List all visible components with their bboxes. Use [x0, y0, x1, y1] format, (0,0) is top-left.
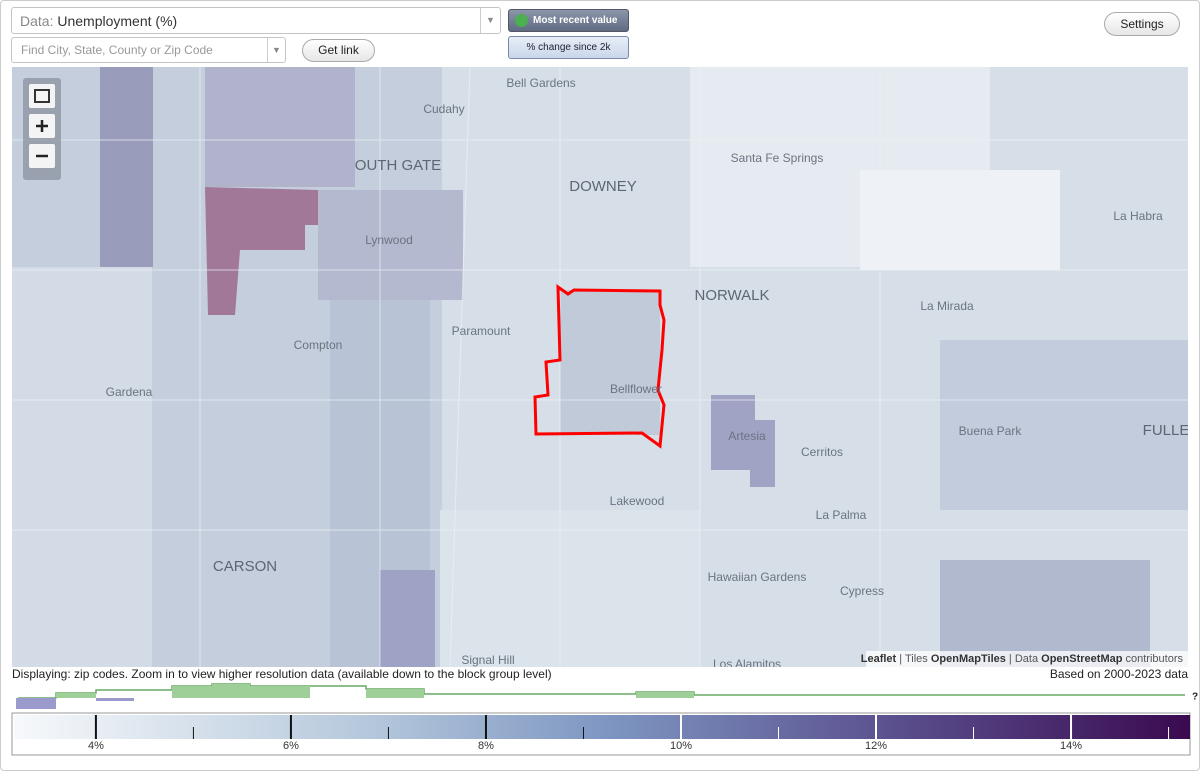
place-label: Buena Park — [959, 424, 1023, 438]
attr-text: Tiles — [905, 653, 928, 665]
place-label: La Habra — [1113, 209, 1163, 223]
legend-gradient — [14, 715, 1190, 739]
dropdown-arrow: ▼ — [480, 8, 500, 33]
place-label: Cudahy — [423, 102, 464, 116]
place-label: FULLE — [1143, 422, 1190, 439]
toggle-most-recent[interactable]: Most recent value — [508, 9, 629, 32]
dropdown-arrow: ▼ — [267, 38, 285, 62]
toggle-change[interactable]: % change since 2k — [508, 36, 629, 59]
attribution: Leaflet | Tiles OpenMapTiles | Data Open… — [861, 653, 1184, 665]
fullscreen-icon — [34, 89, 50, 103]
place-label: DOWNEY — [569, 178, 637, 195]
place-label: CARSON — [213, 558, 277, 575]
place-label: Artesia — [728, 429, 766, 443]
search-placeholder: Find City, State, County or Zip Code — [21, 43, 213, 57]
legend-tick-label: 4% — [88, 740, 104, 752]
place-label: Paramount — [452, 324, 511, 338]
zoom-control — [23, 78, 61, 180]
attr-tiles[interactable]: OpenMapTiles — [931, 653, 1006, 665]
legend: 4% 6% 8% 10% 12% 14% — [88, 715, 1170, 752]
legend-tick-label: 10% — [670, 740, 692, 752]
place-labels: Bell Gardens Cudahy OUTH GATE DOWNEY Santa F… — [106, 76, 1190, 671]
attr-leaflet[interactable]: Leaflet — [861, 653, 897, 665]
attribution-bg — [866, 651, 1188, 667]
place-label: NORWALK — [694, 287, 769, 304]
place-label: Lakewood — [610, 494, 665, 508]
place-label: La Palma — [816, 508, 867, 522]
roads — [12, 67, 1188, 667]
search-box[interactable]: Find City, State, County or Zip Code ▼ — [11, 37, 286, 63]
toggle-label: Most recent value — [533, 15, 618, 26]
place-label: Santa Fe Springs — [731, 151, 824, 165]
selected-region[interactable] — [533, 284, 666, 449]
data-select[interactable]: Data: Unemployment (%) ▼ — [11, 7, 501, 34]
place-label: La Mirada — [920, 299, 974, 313]
place-label: Lynwood — [365, 233, 413, 247]
data-label: Data: — [20, 13, 54, 29]
settings-button[interactable]: Settings — [1104, 12, 1180, 36]
place-label: Bell Gardens — [506, 76, 575, 90]
attr-text: Data — [1015, 653, 1039, 665]
place-label: Signal Hill — [461, 653, 514, 667]
legend-tick-label: 12% — [865, 740, 887, 752]
legend-tick-label: 14% — [1060, 740, 1082, 752]
status-text: Displaying: zip codes. Zoom in to view h… — [12, 667, 552, 681]
data-value: Unemployment (%) — [57, 13, 178, 29]
attr-text: contributors — [1126, 653, 1184, 665]
place-label: Cerritos — [801, 445, 843, 459]
histogram — [16, 683, 1185, 709]
attr-osm[interactable]: OpenStreetMap — [1041, 653, 1123, 665]
get-link-button[interactable]: Get link — [302, 39, 375, 62]
check-icon — [515, 14, 528, 27]
place-label: Bellflower — [610, 382, 662, 396]
legend-tick-label: 6% — [283, 740, 299, 752]
legend-tick-label: 8% — [478, 740, 494, 752]
place-label: Cypress — [840, 584, 884, 598]
unknown-label: ? — [1192, 692, 1198, 703]
place-label: OUTH GATE — [355, 157, 441, 174]
data-range-text: Based on 2000-2023 data — [1050, 667, 1188, 681]
place-label: Hawaiian Gardens — [708, 570, 807, 584]
place-label: Los Alamitos — [713, 657, 781, 671]
map[interactable]: Bell Gardens Cudahy OUTH GATE DOWNEY Santa F… — [12, 67, 1189, 671]
place-label: Compton — [294, 338, 343, 352]
place-label: Gardena — [106, 385, 153, 399]
fullscreen-button[interactable] — [29, 84, 55, 108]
plus-icon — [36, 120, 48, 132]
